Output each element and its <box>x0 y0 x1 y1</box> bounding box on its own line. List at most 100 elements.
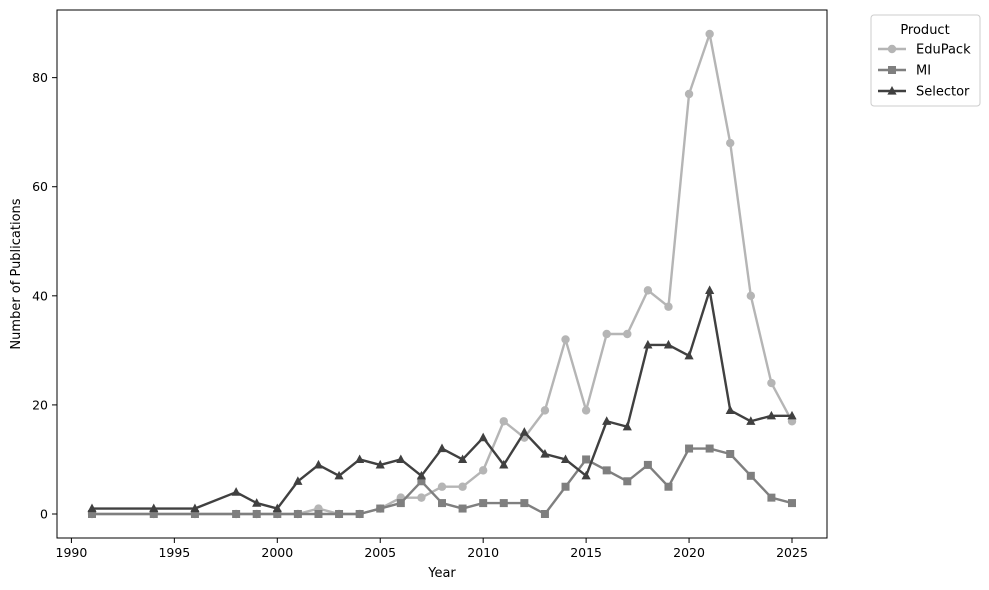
data-point-mi <box>623 477 632 486</box>
y-tick-label: 0 <box>40 507 48 522</box>
y-axis: 0 20 40 60 80 <box>32 70 57 522</box>
data-point-selector <box>705 285 715 294</box>
data-point-mi <box>232 510 241 518</box>
x-axis-label: Year <box>427 566 456 581</box>
data-point-selector <box>602 416 612 425</box>
data-point-edupack <box>540 406 550 415</box>
data-point-mi <box>273 510 282 518</box>
x-tick-label: 1995 <box>158 545 190 560</box>
y-tick-label: 60 <box>32 179 48 194</box>
data-point-edupack <box>623 329 632 339</box>
data-point-mi <box>520 499 529 508</box>
data-point-mi <box>376 504 385 513</box>
data-point-selector <box>787 410 797 420</box>
data-point-selector <box>313 459 324 469</box>
data-point-selector <box>190 503 200 513</box>
x-tick-label: 2000 <box>261 545 293 560</box>
legend-marker <box>887 44 897 54</box>
data-point-edupack <box>602 329 611 339</box>
data-point-selector <box>643 339 653 349</box>
data-point-edupack <box>499 417 508 426</box>
data-point-selector <box>540 449 550 458</box>
data-point-mi <box>438 499 446 508</box>
data-point-edupack <box>684 89 694 99</box>
x-axis: 1990 1995 2000 2005 2010 2015 2020 2025 <box>56 538 808 560</box>
x-tick-label: 2010 <box>467 545 499 560</box>
data-point-edupack <box>478 466 488 475</box>
data-point-mi <box>788 499 796 508</box>
data-point-mi <box>705 444 714 453</box>
plot-frame <box>56 9 828 539</box>
data-point-selector <box>622 421 632 431</box>
data-point-mi <box>726 450 735 458</box>
data-point-edupack <box>458 482 467 491</box>
data-point-edupack <box>437 482 447 491</box>
data-point-selector <box>396 454 406 464</box>
data-point-mi <box>190 510 199 518</box>
x-tick-label: 2020 <box>673 545 705 560</box>
series-line-edupack <box>90 32 794 516</box>
data-point-selector <box>478 432 488 442</box>
legend-item-edupack: EduPack <box>878 43 971 58</box>
series-selector <box>87 285 797 513</box>
data-point-selector <box>416 470 427 480</box>
series-mi <box>88 444 796 518</box>
data-point-edupack <box>746 291 756 301</box>
data-point-mi <box>561 482 570 491</box>
data-point-selector <box>293 476 303 485</box>
data-point-selector <box>252 498 262 507</box>
data-point-mi <box>417 477 426 486</box>
legend-frame <box>870 14 981 107</box>
series-line-selector <box>90 289 794 510</box>
data-point-selector <box>437 443 447 453</box>
legend-label: EduPack <box>916 43 971 58</box>
data-point-selector <box>231 487 241 496</box>
data-point-selector <box>746 416 756 425</box>
data-point-selector <box>87 503 97 513</box>
data-point-selector <box>725 405 735 414</box>
data-point-selector <box>272 503 282 513</box>
data-point-mi <box>335 510 344 518</box>
data-point-mi <box>643 460 652 469</box>
data-point-edupack <box>643 286 653 295</box>
data-point-selector <box>560 454 571 464</box>
data-point-selector <box>149 503 159 513</box>
data-point-edupack <box>767 378 776 388</box>
data-point-selector <box>663 339 674 349</box>
data-point-edupack <box>705 29 714 39</box>
data-point-mi <box>602 466 611 475</box>
data-point-mi <box>396 499 405 508</box>
legend-item-mi: MI <box>878 64 931 79</box>
data-point-selector <box>375 459 385 469</box>
data-point-edupack <box>726 138 735 148</box>
legend-label: MI <box>916 64 931 79</box>
legend-item-selector: Selector <box>878 85 970 100</box>
legend: Product EduPack MI Selector <box>870 14 981 107</box>
legend-marker <box>887 86 897 95</box>
data-point-mi <box>293 510 302 518</box>
data-point-mi <box>540 510 549 518</box>
data-point-mi <box>582 455 591 464</box>
data-point-selector <box>684 350 694 360</box>
data-point-mi <box>458 504 467 513</box>
legend-marker <box>888 66 896 74</box>
data-point-mi <box>499 499 508 508</box>
data-point-mi <box>355 510 364 518</box>
data-point-mi <box>252 510 261 518</box>
data-point-mi <box>767 493 776 502</box>
y-tick-label: 80 <box>32 70 48 85</box>
legend-title: Product <box>900 23 949 38</box>
x-tick-label: 2025 <box>776 545 808 560</box>
data-point-edupack <box>664 302 673 311</box>
x-tick-label: 2005 <box>364 545 396 560</box>
data-point-selector <box>334 470 344 480</box>
data-point-selector <box>766 410 777 420</box>
data-point-mi <box>685 444 694 453</box>
data-point-mi <box>746 471 755 480</box>
data-point-selector <box>457 454 468 464</box>
data-point-mi <box>314 510 323 518</box>
y-tick-label: 20 <box>32 397 48 412</box>
series-layer <box>87 29 797 519</box>
data-point-mi <box>149 510 158 518</box>
